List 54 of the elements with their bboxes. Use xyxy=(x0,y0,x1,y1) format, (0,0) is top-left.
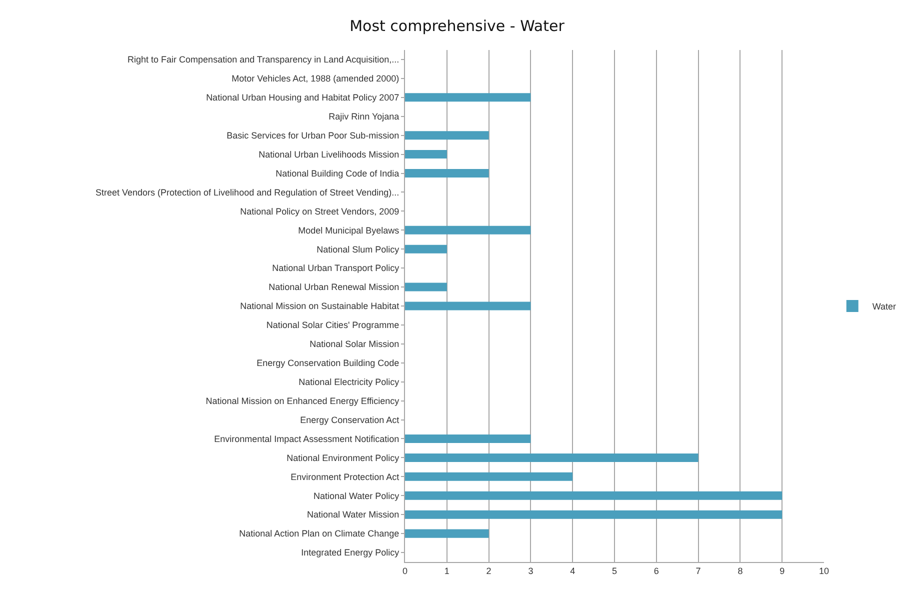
bar xyxy=(405,226,531,234)
y-tick-label: National Action Plan on Climate Change xyxy=(239,528,400,539)
y-tick-label: Model Municipal Byelaws xyxy=(298,225,400,236)
x-tick-label: 3 xyxy=(528,566,534,576)
bar xyxy=(405,168,489,178)
y-tick-label: National Urban Housing and Habitat Policy 2007 xyxy=(206,92,400,103)
y-tick-label: National Slum Policy xyxy=(316,244,400,254)
x-tick-label: 7 xyxy=(696,566,701,576)
bar xyxy=(405,529,489,538)
y-tick-label: Right to Fair Compensation and Transparency in Land Acquisition,... xyxy=(128,54,400,65)
y-tick-label: National Urban Transport Policy xyxy=(272,263,400,274)
y-tick-label: Rajiv Rinn Yojana xyxy=(328,112,400,122)
y-tick-label: Integrated Energy Policy xyxy=(301,548,400,558)
y-tick-label: National Policy on Street Vendors, 2009 xyxy=(240,206,400,216)
y-tick-label: National Solar Cities' Programme xyxy=(266,320,400,330)
y-tick-label: National Water Policy xyxy=(313,490,400,501)
y-tick-label: Energy Conservation Act xyxy=(300,414,400,425)
y-tick-label: National Water Mission xyxy=(306,510,400,520)
bar xyxy=(405,491,782,500)
y-tick-label: Basic Services for Urban Poor Sub-mission xyxy=(226,130,400,140)
x-tick-label: 6 xyxy=(654,566,659,576)
bar xyxy=(405,150,447,159)
y-tick-label: National Mission on Sustainable Habitat xyxy=(240,301,400,312)
bar xyxy=(405,453,698,462)
y-tick-label: National Electricity Policy xyxy=(298,377,400,387)
y-tick-label: National Solar Mission xyxy=(310,339,400,350)
y-tick-label: Energy Conservation Building Code xyxy=(256,358,400,368)
x-tick-label: 5 xyxy=(612,566,618,576)
bar xyxy=(405,472,573,481)
bar xyxy=(405,434,531,444)
bar xyxy=(405,93,531,102)
y-tick-label: National Building Code of India xyxy=(276,168,400,178)
x-tick-label: 9 xyxy=(780,566,785,576)
y-tick-label: National Mission on Enhanced Energy Efficiency xyxy=(206,396,400,406)
bar xyxy=(405,302,531,310)
legend-label: Water xyxy=(872,302,896,312)
y-tick-label: Environmental Impact Assessment Notification xyxy=(214,434,400,444)
x-tick-label: 8 xyxy=(738,566,743,576)
bar xyxy=(405,282,447,292)
y-tick-label: Environment Protection Act xyxy=(290,472,400,482)
x-tick-label: 2 xyxy=(486,566,492,576)
y-tick-label: National Environment Policy xyxy=(286,452,400,463)
y-tick-label: National Urban Renewal Mission xyxy=(268,282,400,292)
x-tick-label: 0 xyxy=(402,566,408,576)
bar xyxy=(405,510,782,519)
bar xyxy=(405,131,489,140)
y-tick-label: National Urban Livelihoods Mission xyxy=(258,149,400,160)
x-tick-label: 10 xyxy=(818,566,830,576)
y-tick-label: Motor Vehicles Act, 1988 (amended 2000) xyxy=(232,74,400,84)
y-tick-label: Street Vendors (Protection of Livelihood and Regulation of Street Vending)... xyxy=(95,187,400,198)
x-tick-label: 1 xyxy=(444,566,450,576)
bar xyxy=(405,244,447,254)
x-tick-label: 4 xyxy=(570,566,576,576)
chart-title: Most comprehensive - Water xyxy=(350,17,566,36)
